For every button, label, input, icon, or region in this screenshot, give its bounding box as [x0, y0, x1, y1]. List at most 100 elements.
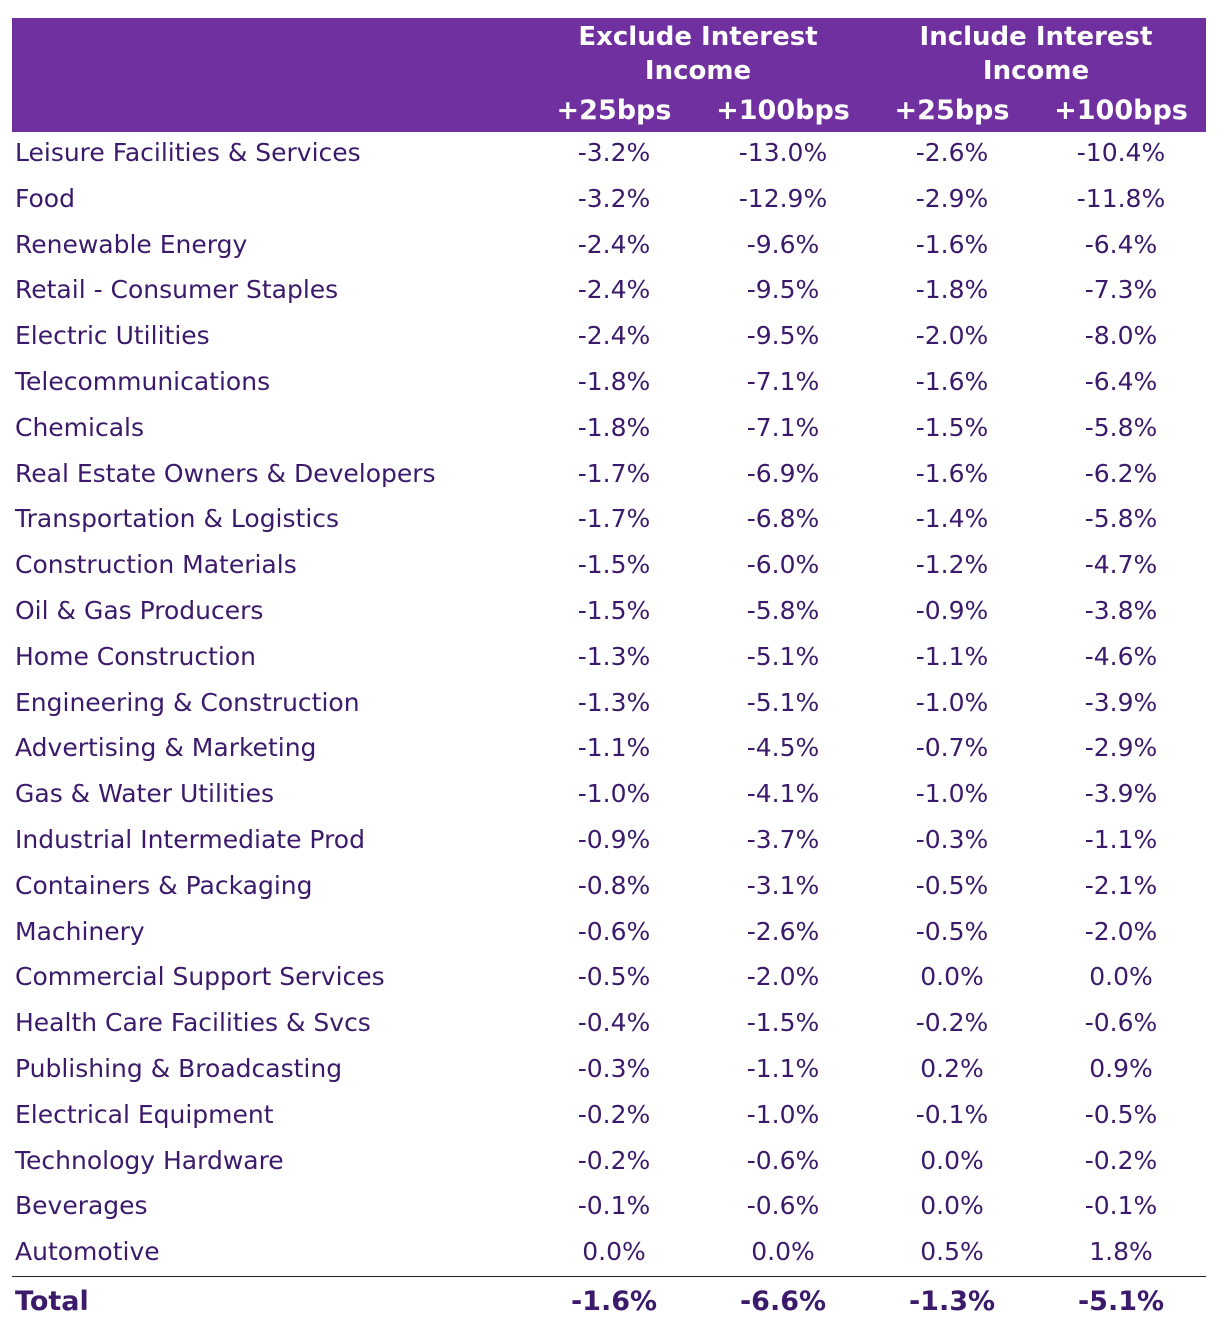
row-label: Real Estate Owners & Developers — [15, 458, 436, 488]
row-label: Construction Materials — [15, 550, 297, 580]
table-cell: -4.7% — [1084, 550, 1158, 580]
table-row: Advertising & Marketing -1.1% -4.5% -0.7% -2… — [12, 727, 1206, 773]
table-cell: -7.1% — [746, 412, 820, 442]
table-row: Transportation & Logistics -1.7% -6.8% -1.4… — [12, 498, 1206, 544]
table-cell: -3.8% — [1084, 595, 1158, 625]
table-cell: -4.1% — [746, 779, 820, 809]
table-cell: 0.0% — [920, 1191, 984, 1221]
table-cell: -5.8% — [746, 595, 820, 625]
table-cell: -0.3% — [915, 824, 989, 854]
table-cell: -1.1% — [915, 641, 989, 671]
table-cell: -6.9% — [746, 458, 820, 488]
table-cell: -2.1% — [1084, 870, 1158, 900]
table-cell: -3.9% — [1084, 779, 1158, 809]
table-cell: -7.1% — [746, 366, 820, 396]
row-label: Leisure Facilities & Services — [15, 138, 361, 167]
table-row: Automotive 0.0% 0.0% 0.5% 1.8% — [12, 1231, 1206, 1277]
row-label: Home Construction — [15, 641, 256, 671]
table-cell: -4.5% — [746, 733, 820, 763]
table-cell: 0.0% — [920, 1145, 984, 1175]
table-cell: -1.2% — [915, 550, 989, 580]
table-cell: -0.2% — [577, 1099, 651, 1129]
table-cell: 0.0% — [582, 1237, 646, 1267]
table-cell: -1.5% — [915, 412, 989, 442]
column-group-exclude-interest: Exclude Interest Income — [578, 22, 818, 86]
table-cell: -1.3% — [577, 687, 651, 717]
table-cell: -1.3% — [577, 641, 651, 671]
table-cell: -0.2% — [915, 1008, 989, 1038]
table-cell: -0.5% — [915, 916, 989, 946]
table-row: Beverages -0.1% -0.6% 0.0% -0.1% — [12, 1185, 1206, 1231]
table-cell: 0.9% — [1089, 1053, 1153, 1083]
table-cell: -3.9% — [1084, 687, 1158, 717]
table-cell: -1.6% — [915, 366, 989, 396]
table-row: Electrical Equipment -0.2% -1.0% -0.1% -0.5% — [12, 1094, 1206, 1140]
table-cell: -2.6% — [915, 138, 989, 167]
row-label: Containers & Packaging — [15, 870, 313, 900]
row-label: Electrical Equipment — [15, 1099, 274, 1129]
table-cell: -10.4% — [1076, 138, 1166, 167]
table-cell: -0.3% — [577, 1053, 651, 1083]
table-row: Machinery -0.6% -2.6% -0.5% -2.0% — [12, 911, 1206, 957]
table-row: Home Construction -1.3% -5.1% -1.1% -4.6% — [12, 636, 1206, 682]
table-cell: -4.6% — [1084, 641, 1158, 671]
table-cell: -2.0% — [1084, 916, 1158, 946]
table-cell: 0.0% — [751, 1237, 815, 1267]
table-cell: -0.5% — [1084, 1099, 1158, 1129]
table-cell: -1.4% — [915, 504, 989, 534]
table-cell: -2.9% — [1084, 733, 1158, 763]
table-cell: -1.1% — [577, 733, 651, 763]
table-cell: -6.8% — [746, 504, 820, 534]
column-header: +25bps — [894, 95, 1010, 126]
table-cell: -2.9% — [915, 183, 989, 213]
row-label: Engineering & Construction — [15, 687, 360, 717]
table-row: Construction Materials -1.5% -6.0% -1.2% -4.… — [12, 544, 1206, 590]
row-label: Food — [15, 183, 75, 213]
table-cell: -6.0% — [746, 550, 820, 580]
table-cell: -0.6% — [577, 916, 651, 946]
table-row: Commercial Support Services -0.5% -2.0% 0.0… — [12, 956, 1206, 1002]
column-group-include-interest: Include Interest Income — [919, 22, 1153, 86]
table-cell: -12.9% — [738, 183, 828, 213]
total-label: Total — [15, 1286, 89, 1317]
table-cell: -1.7% — [577, 504, 651, 534]
table-cell: -1.8% — [577, 366, 651, 396]
table-cell: -0.1% — [1084, 1191, 1158, 1221]
table-row: Leisure Facilities & Services -3.2% -13.0%… — [12, 132, 1206, 178]
table-cell: -2.4% — [577, 321, 651, 351]
table-cell: -0.4% — [577, 1008, 651, 1038]
table-cell: -5.1% — [746, 641, 820, 671]
column-header: +25bps — [556, 95, 672, 126]
table-cell: -1.1% — [1084, 824, 1158, 854]
row-label: Health Care Facilities & Svcs — [15, 1008, 371, 1038]
table-cell: -3.2% — [577, 138, 651, 167]
table-row: Technology Hardware -0.2% -0.6% 0.0% -0.2% — [12, 1140, 1206, 1186]
row-label: Oil & Gas Producers — [15, 595, 264, 625]
row-label: Renewable Energy — [15, 229, 248, 259]
table-cell: -6.2% — [1084, 458, 1158, 488]
table-cell: -0.6% — [746, 1191, 820, 1221]
table-cell: -0.6% — [746, 1145, 820, 1175]
table-row: Renewable Energy -2.4% -9.6% -1.6% -6.4% — [12, 224, 1206, 270]
table-cell: -1.6% — [915, 229, 989, 259]
table-cell: -2.0% — [746, 962, 820, 992]
table-row: Retail - Consumer Staples -2.4% -9.5% -1.8%… — [12, 269, 1206, 315]
row-label: Retail - Consumer Staples — [15, 275, 339, 305]
row-label: Chemicals — [15, 412, 145, 442]
table-cell: -1.5% — [577, 550, 651, 580]
total-row: Total -1.6% -6.6% -1.3% -5.1% — [12, 1276, 1206, 1327]
table-cell: -0.5% — [915, 870, 989, 900]
row-label: Advertising & Marketing — [15, 733, 317, 763]
table-row: Real Estate Owners & Developers -1.7% -6.9… — [12, 453, 1206, 499]
row-label: Publishing & Broadcasting — [15, 1053, 343, 1083]
table-cell: -0.9% — [577, 824, 651, 854]
table-cell: -11.8% — [1076, 183, 1166, 213]
table-row: Electric Utilities -2.4% -9.5% -2.0% -8.0% — [12, 315, 1206, 361]
table-header: Exclude Interest Income Include Interest… — [12, 18, 1206, 132]
row-label: Commercial Support Services — [15, 962, 385, 992]
total-value: -1.6% — [570, 1286, 658, 1317]
table-cell: -1.7% — [577, 458, 651, 488]
table-cell: -0.9% — [915, 595, 989, 625]
table-row: Publishing & Broadcasting -0.3% -1.1% 0.2% 0… — [12, 1048, 1206, 1094]
total-value: -5.1% — [1077, 1286, 1165, 1317]
